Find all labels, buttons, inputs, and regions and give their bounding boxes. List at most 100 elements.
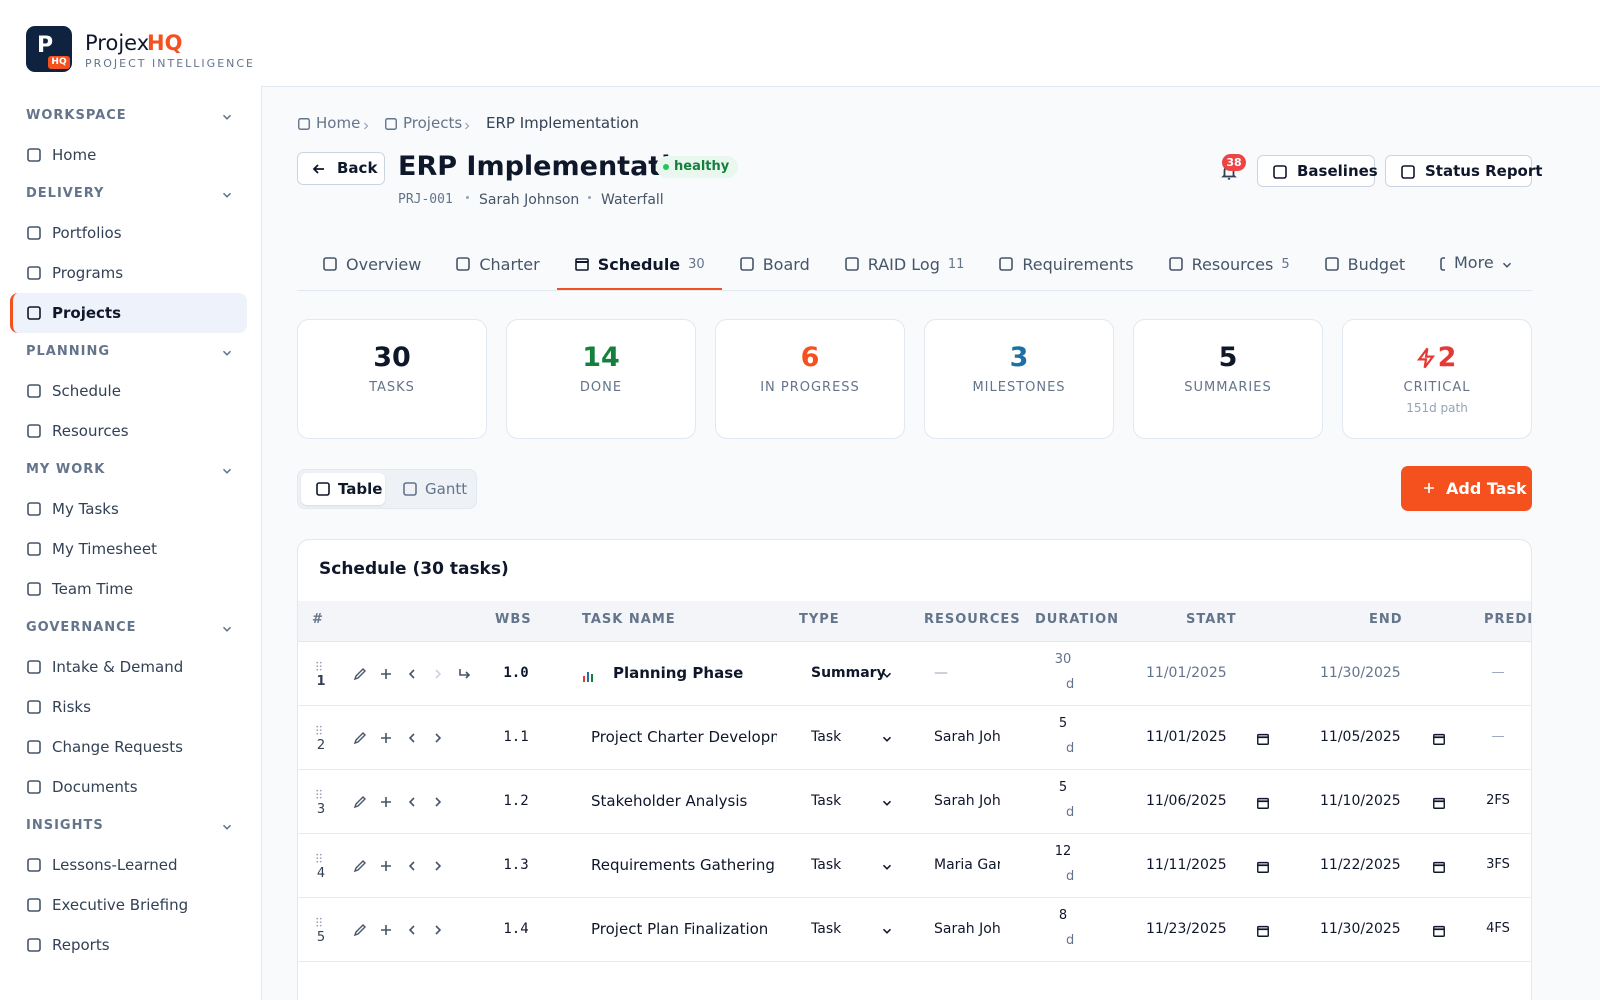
end-date[interactable]: 11/05/2025 xyxy=(1320,729,1401,745)
type-select[interactable]: Task xyxy=(811,857,842,873)
task-name[interactable]: Stakeholder Analysis xyxy=(591,792,748,810)
icon xyxy=(352,794,368,810)
icon-graphic xyxy=(381,797,391,807)
add-task-button[interactable]: Add Task xyxy=(1401,466,1532,511)
nav-item[interactable]: Portfolios xyxy=(52,224,122,242)
nav-item[interactable]: Change Requests xyxy=(52,738,183,756)
add-task-label: Add Task xyxy=(1446,479,1527,498)
nav-item[interactable]: Risks xyxy=(52,698,91,716)
nav-item[interactable]: Projects xyxy=(52,304,122,322)
duration[interactable]: 5 xyxy=(1058,780,1068,795)
resources[interactable]: Sarah John xyxy=(934,729,1000,745)
type-select[interactable]: Summary xyxy=(811,665,886,681)
end-date[interactable]: 11/22/2025 xyxy=(1320,857,1401,873)
tab[interactable]: RAID Log 11 xyxy=(827,240,982,288)
duration[interactable]: 5 xyxy=(1058,716,1068,731)
icon-graphic xyxy=(1257,797,1269,809)
icon-graphic xyxy=(1433,925,1445,937)
tab[interactable]: Be xyxy=(1422,240,1445,288)
nav-item[interactable]: Lessons-Learned xyxy=(52,856,178,874)
resources[interactable]: Maria Garc xyxy=(934,857,1000,873)
meta-sep xyxy=(466,196,469,199)
icon-graphic xyxy=(882,672,892,678)
type-select[interactable]: Task xyxy=(811,921,842,937)
nav-item[interactable]: My Tasks xyxy=(52,500,119,518)
end-date[interactable]: 11/30/2025 xyxy=(1320,921,1401,937)
icon xyxy=(26,225,42,241)
nav-item[interactable]: Schedule xyxy=(52,382,121,400)
column-header: RESOURCES xyxy=(924,612,1021,627)
duration-unit: d xyxy=(1066,869,1075,884)
icon xyxy=(312,851,326,865)
tab-more[interactable]: More xyxy=(1446,250,1494,276)
nav-item[interactable]: Home xyxy=(52,146,97,164)
icon xyxy=(26,857,42,873)
icon xyxy=(1256,795,1270,809)
duration[interactable]: 12 xyxy=(1054,844,1072,859)
tab[interactable]: Requirements xyxy=(981,240,1150,288)
wbs: 1.3 xyxy=(503,857,529,873)
icon-graphic xyxy=(408,797,415,807)
nav-item[interactable]: My Timesheet xyxy=(52,540,157,558)
icon xyxy=(1500,257,1514,271)
toggle-option[interactable]: Gantt xyxy=(388,473,472,505)
resources[interactable]: Sarah John xyxy=(934,921,1000,937)
start-date[interactable]: 11/01/2025 xyxy=(1146,729,1227,745)
icon-graphic xyxy=(27,266,41,280)
duration[interactable]: 8 xyxy=(1058,908,1068,923)
toggle-option[interactable]: Table xyxy=(301,473,385,505)
type-select[interactable]: Task xyxy=(811,729,842,745)
nav-item[interactable]: Documents xyxy=(52,778,138,796)
icon-graphic xyxy=(222,192,232,198)
icon-graphic xyxy=(385,118,397,130)
nav-item[interactable]: Executive Briefing xyxy=(52,896,189,914)
nav-item[interactable]: Resources xyxy=(52,422,129,440)
notification-badge[interactable]: 38 xyxy=(1222,154,1246,171)
tab[interactable]: Overview xyxy=(305,240,438,288)
duration-unit: d xyxy=(1066,805,1075,820)
start-date[interactable]: 11/11/2025 xyxy=(1146,857,1227,873)
nav-item[interactable]: Programs xyxy=(52,264,124,282)
table-title: Schedule (30 tasks) xyxy=(319,559,509,579)
type-select[interactable]: Task xyxy=(811,793,842,809)
section-title: MY WORK xyxy=(26,462,106,477)
tab[interactable]: Schedule 30 xyxy=(556,240,722,290)
icon-graphic xyxy=(408,733,415,743)
icon-graphic xyxy=(1257,861,1269,873)
tab[interactable]: Board xyxy=(722,240,827,288)
end-date: 11/30/2025 xyxy=(1320,665,1401,681)
header-button[interactable]: Status Report xyxy=(1385,155,1542,187)
icon-graphic xyxy=(435,669,442,679)
task-name[interactable]: Project Charter Developm xyxy=(591,728,777,746)
tab[interactable]: Resources 5 xyxy=(1151,240,1307,288)
nav-item[interactable]: Team Time xyxy=(52,580,134,598)
icon-graphic xyxy=(27,740,41,754)
breadcrumb-item[interactable]: Home xyxy=(316,114,361,132)
icon-graphic xyxy=(27,226,41,240)
nav-item[interactable]: Intake & Demand xyxy=(52,658,184,676)
start-date[interactable]: 11/23/2025 xyxy=(1146,921,1227,937)
icon-graphic xyxy=(316,917,322,927)
icon xyxy=(402,481,418,497)
tab[interactable]: Budget xyxy=(1307,240,1423,288)
icon xyxy=(220,819,234,833)
end-date[interactable]: 11/10/2025 xyxy=(1320,793,1401,809)
nav-item[interactable]: Reports xyxy=(52,936,110,954)
icon xyxy=(26,779,42,795)
icon xyxy=(26,541,42,557)
predecessors: — xyxy=(1491,729,1505,744)
header-button[interactable]: Baselines xyxy=(1257,155,1378,187)
icon-graphic xyxy=(381,669,391,679)
resources[interactable]: Sarah John xyxy=(934,793,1000,809)
icon xyxy=(26,699,42,715)
task-name[interactable]: Requirements Gathering xyxy=(591,856,775,874)
icon-graphic xyxy=(316,789,322,799)
task-name[interactable]: Project Plan Finalization xyxy=(591,920,769,938)
back-button[interactable]: Back xyxy=(297,152,385,185)
icon xyxy=(430,666,446,682)
icon xyxy=(26,383,42,399)
breadcrumb-item[interactable]: Projects xyxy=(403,114,463,132)
start-date[interactable]: 11/06/2025 xyxy=(1146,793,1227,809)
icon-graphic xyxy=(435,733,442,743)
tab[interactable]: Charter xyxy=(438,240,556,288)
